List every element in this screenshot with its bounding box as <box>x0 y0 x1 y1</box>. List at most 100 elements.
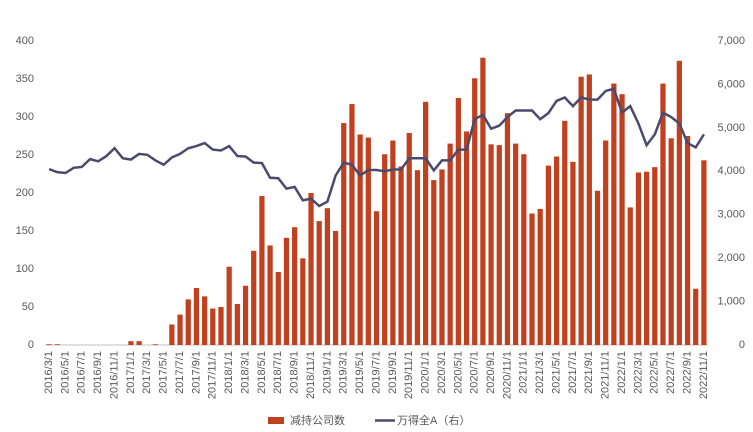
legend-label: 万得全A（右） <box>397 413 470 427</box>
bar <box>488 144 494 345</box>
x-tick-label: 2021/9/1 <box>583 351 595 394</box>
bar <box>46 344 52 345</box>
x-tick-label: 2018/9/1 <box>289 351 301 394</box>
bar <box>332 231 339 345</box>
y-tick-label: 100 <box>16 263 34 275</box>
bar <box>627 207 633 345</box>
x-tick-label: 2019/1/1 <box>321 351 333 394</box>
x-tick-label: 2021/3/1 <box>534 351 546 394</box>
bar <box>660 83 666 345</box>
y-tick-label: 0 <box>28 339 34 351</box>
x-tick-label: 2022/5/1 <box>649 351 661 394</box>
bar <box>668 138 674 345</box>
bar <box>398 166 404 345</box>
x-tick-label: 2021/5/1 <box>550 351 562 394</box>
bar <box>643 171 650 345</box>
bar <box>504 113 511 345</box>
y2-tick-label: 4,000 <box>717 165 745 177</box>
y-tick-label: 50 <box>22 301 34 313</box>
y2-tick-label: 2,000 <box>717 252 745 264</box>
x-tick-label: 2021/7/1 <box>567 351 579 394</box>
bar <box>54 344 60 345</box>
x-tick-label: 2021/11/1 <box>600 351 612 399</box>
bar <box>545 165 552 345</box>
bar <box>185 299 191 345</box>
bar <box>652 167 658 345</box>
bar <box>136 341 142 345</box>
bar <box>586 74 592 345</box>
bar <box>684 136 691 345</box>
bar <box>693 288 699 345</box>
bar <box>300 258 306 345</box>
x-tick-label: 2019/9/1 <box>387 351 399 394</box>
x-tick-label: 2021/1/1 <box>518 351 530 394</box>
x-tick-label: 2020/9/1 <box>485 351 497 394</box>
bar <box>455 98 461 345</box>
bar <box>537 208 543 345</box>
bar <box>251 250 257 345</box>
bar <box>382 154 388 345</box>
bar <box>529 213 535 345</box>
y2-tick-label: 3,000 <box>717 209 745 221</box>
x-tick-label: 2018/3/1 <box>239 351 251 394</box>
bar <box>578 76 584 345</box>
bar <box>422 101 429 345</box>
y-tick-label: 200 <box>16 187 34 199</box>
bar <box>603 140 609 345</box>
x-tick-label: 2016/9/1 <box>92 351 104 394</box>
bar <box>562 120 568 345</box>
bar <box>480 57 486 345</box>
x-tick-label: 2018/1/1 <box>223 351 235 394</box>
y-tick-label: 400 <box>16 35 34 47</box>
x-tick-label: 2019/5/1 <box>354 351 366 394</box>
x-tick-label: 2020/11/1 <box>501 351 513 399</box>
y2-tick-label: 1,000 <box>717 295 745 307</box>
x-tick-label: 2020/5/1 <box>452 351 464 394</box>
x-tick-label: 2016/7/1 <box>76 351 88 394</box>
bar <box>210 308 216 345</box>
x-tick-label: 2019/11/1 <box>403 351 415 399</box>
bar <box>292 227 298 345</box>
bar <box>594 190 601 345</box>
x-tick-label: 2022/1/1 <box>616 351 628 394</box>
line <box>48 87 705 208</box>
x-tick-label: 2022/9/1 <box>681 351 693 394</box>
y-tick-label: 300 <box>16 111 34 123</box>
bar <box>234 303 240 345</box>
x-tick-label: 2017/5/1 <box>158 351 170 394</box>
x-tick-label: 2022/3/1 <box>632 351 644 394</box>
bar <box>701 160 707 345</box>
x-tick-label: 2017/7/1 <box>174 351 186 394</box>
y-tick-label: 150 <box>16 225 34 237</box>
bar <box>406 132 412 345</box>
bar <box>439 169 445 345</box>
bar <box>619 94 625 345</box>
bar <box>390 140 396 345</box>
bar <box>521 154 527 345</box>
x-tick-label: 2018/7/1 <box>272 351 284 394</box>
bar <box>128 341 134 345</box>
x-tick-label: 2019/7/1 <box>370 351 382 394</box>
bar <box>357 134 363 345</box>
x-tick-label: 2018/11/1 <box>305 351 317 399</box>
bar <box>414 170 421 345</box>
x-tick-label: 2020/1/1 <box>420 351 432 394</box>
bar <box>275 272 281 345</box>
bar <box>308 193 314 345</box>
bar <box>513 143 519 345</box>
x-tick-label: 2017/3/1 <box>141 351 153 394</box>
bar <box>463 131 470 345</box>
bar <box>431 180 437 345</box>
bar <box>169 324 175 345</box>
x-tick-label: 2017/1/1 <box>125 351 137 394</box>
x-tick-label: 2022/7/1 <box>665 351 677 394</box>
x-tick-label: 2016/11/1 <box>108 351 120 399</box>
bar <box>341 123 347 345</box>
bar <box>496 145 502 345</box>
bar <box>152 344 159 345</box>
x-tick-label: 2017/11/1 <box>207 351 219 399</box>
bar <box>611 83 617 345</box>
bar <box>218 307 224 345</box>
x-tick-label: 2020/3/1 <box>436 351 448 394</box>
